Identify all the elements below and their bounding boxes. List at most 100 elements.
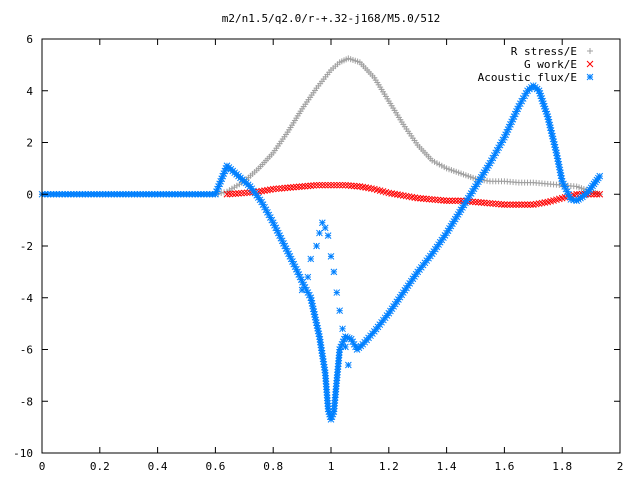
data-point: [431, 196, 439, 204]
data-point: [313, 181, 320, 189]
data-point: [524, 201, 531, 208]
data-point: [417, 195, 424, 202]
legend-marker: [586, 73, 594, 81]
y-tick-label: -4: [20, 292, 34, 305]
y-tick-label: -10: [13, 447, 33, 460]
data-point: [240, 189, 248, 197]
data-point: [284, 184, 292, 192]
data-point: [498, 200, 505, 208]
data-point: [298, 183, 306, 190]
y-tick-label: 2: [26, 137, 33, 150]
data-point: [281, 184, 289, 192]
x-tick-label: 0.4: [148, 460, 168, 473]
data-point: [593, 190, 601, 198]
data-point: [443, 197, 450, 205]
data-point: [515, 201, 523, 208]
data-point: [477, 199, 485, 206]
data-point: [420, 195, 427, 203]
data-point: [307, 182, 315, 190]
data-point: [275, 185, 283, 192]
data-point: [344, 182, 352, 189]
axes: 0 0.2 0.4 0.6 0.8 1 1.2 1.4 1.6 1.8 2 6 4 2 0 -2 -4 -6 -8 -…: [13, 33, 623, 473]
data-point: [330, 268, 338, 276]
data-point: [272, 185, 280, 193]
data-point: [232, 190, 239, 197]
data-point: [353, 182, 361, 190]
x-tick-label: 1.2: [379, 460, 399, 473]
data-point: [342, 181, 349, 189]
data-point: [295, 183, 303, 191]
data-point: [344, 361, 352, 369]
data-point: [235, 190, 242, 197]
data-point: [521, 201, 528, 208]
data-point: [454, 197, 462, 205]
data-point: [501, 201, 508, 208]
data-point: [596, 190, 604, 198]
data-point: [492, 200, 500, 208]
data-point: [428, 196, 436, 203]
data-point: [321, 181, 329, 189]
data-point: [449, 197, 456, 205]
data-point: [327, 252, 335, 260]
data-point: [423, 195, 430, 203]
legend-label: R stress/E: [511, 45, 577, 58]
series-extra-points: [298, 219, 352, 369]
data-point: [440, 197, 448, 204]
data-point: [339, 325, 346, 333]
data-point: [483, 199, 491, 207]
data-point: [451, 197, 459, 205]
legend-marker: [586, 60, 594, 68]
data-point: [316, 229, 323, 237]
data-point: [469, 187, 476, 195]
y-tick-label: 0: [26, 188, 33, 201]
data-point: [223, 190, 231, 198]
data-point: [446, 197, 453, 205]
data-point: [480, 199, 488, 207]
data-point: [469, 198, 476, 206]
data-point: [486, 199, 494, 207]
data-point: [336, 181, 344, 189]
data-point: [350, 182, 358, 190]
data-point: [262, 206, 270, 214]
data-point: [316, 181, 323, 189]
data-point: [301, 182, 309, 190]
series-g-work-e: [223, 181, 604, 208]
series-acoustic-flux-e: [38, 82, 604, 423]
data-point: [330, 181, 338, 189]
data-point: [453, 213, 461, 221]
data-point: [269, 185, 277, 193]
x-tick-label: 0.2: [90, 460, 110, 473]
x-tick-label: 0: [39, 460, 46, 473]
data-point: [226, 190, 234, 198]
data-point: [347, 182, 355, 190]
data-point: [298, 286, 306, 294]
data-point: [349, 338, 357, 346]
data-point: [527, 201, 534, 208]
data-point: [229, 190, 237, 198]
legend-label: Acoustic flux/E: [478, 71, 577, 84]
data-point: [425, 195, 433, 203]
data-point: [304, 182, 312, 190]
data-point: [321, 224, 329, 232]
y-tick-label: -8: [20, 395, 33, 408]
legend-label: G work/E: [524, 58, 577, 71]
data-point: [596, 172, 604, 180]
data-point: [475, 198, 482, 206]
data-point: [333, 289, 341, 296]
data-point: [333, 181, 341, 189]
chart-title: m2/n1.5/q2.0/r-+.32-j168/M5.0/512: [222, 12, 441, 25]
data-point: [503, 201, 511, 208]
data-point: [489, 200, 497, 207]
x-tick-label: 1.6: [494, 460, 514, 473]
data-point: [342, 343, 349, 351]
y-tick-label: 4: [26, 85, 33, 98]
data-point: [292, 183, 300, 191]
plot-frame: [41, 38, 621, 454]
data-point: [313, 242, 320, 250]
data-point: [318, 181, 326, 189]
data-point: [324, 181, 332, 189]
data-point: [307, 255, 315, 263]
data-point: [238, 189, 245, 197]
data-point: [472, 198, 479, 206]
